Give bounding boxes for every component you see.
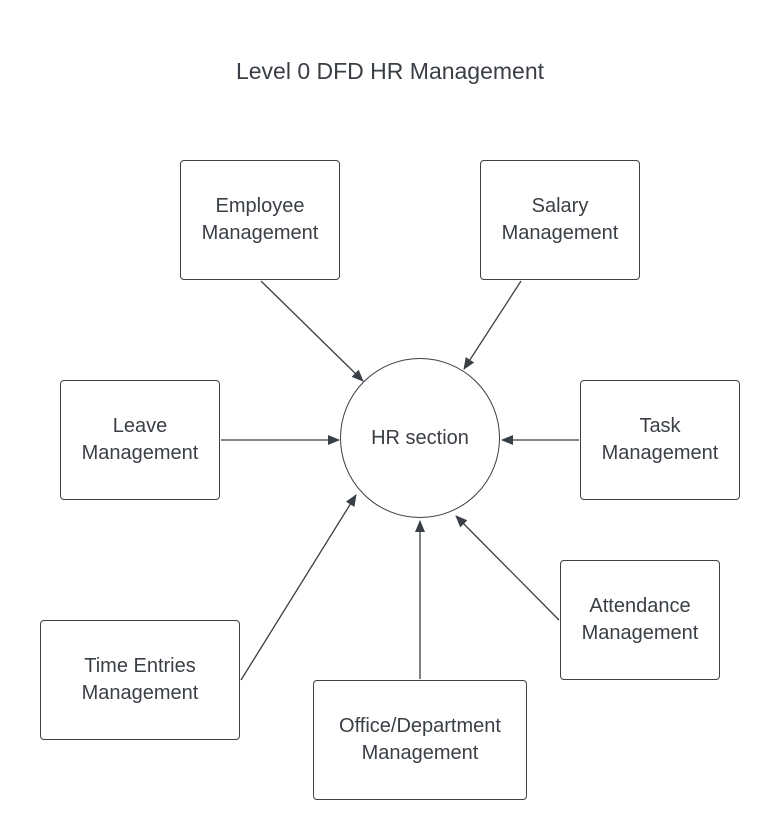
- process-label: Salary Management: [501, 195, 619, 244]
- process-office-department-management: Office/Department Management: [313, 680, 527, 800]
- process-label: Attendance Management: [581, 595, 699, 644]
- arrow-employee-to-hub: [260, 280, 364, 382]
- process-salary-management: Salary Management: [480, 160, 640, 280]
- process-label: Leave Management: [81, 415, 199, 464]
- hub-hr-section: HR section: [340, 358, 500, 518]
- process-leave-management: Leave Management: [60, 380, 220, 500]
- arrow-salary-to-hub: [463, 280, 522, 370]
- diagram-title: Level 0 DFD HR Management: [235, 58, 545, 84]
- process-employee-management: Employee Management: [180, 160, 340, 280]
- process-label: Employee Management: [201, 195, 319, 244]
- process-time-entries-management: Time Entries Management: [40, 620, 240, 740]
- process-label: Time Entries Management: [81, 655, 199, 704]
- process-task-management: Task Management: [580, 380, 740, 500]
- process-label: Task Management: [601, 415, 719, 464]
- process-attendance-management: Attendance Management: [560, 560, 720, 680]
- hub-label: HR section: [371, 426, 469, 449]
- arrow-attendance-to-hub: [455, 515, 560, 621]
- process-label: Office/Department Management: [339, 715, 501, 764]
- arrow-time-entries-to-hub: [240, 494, 357, 681]
